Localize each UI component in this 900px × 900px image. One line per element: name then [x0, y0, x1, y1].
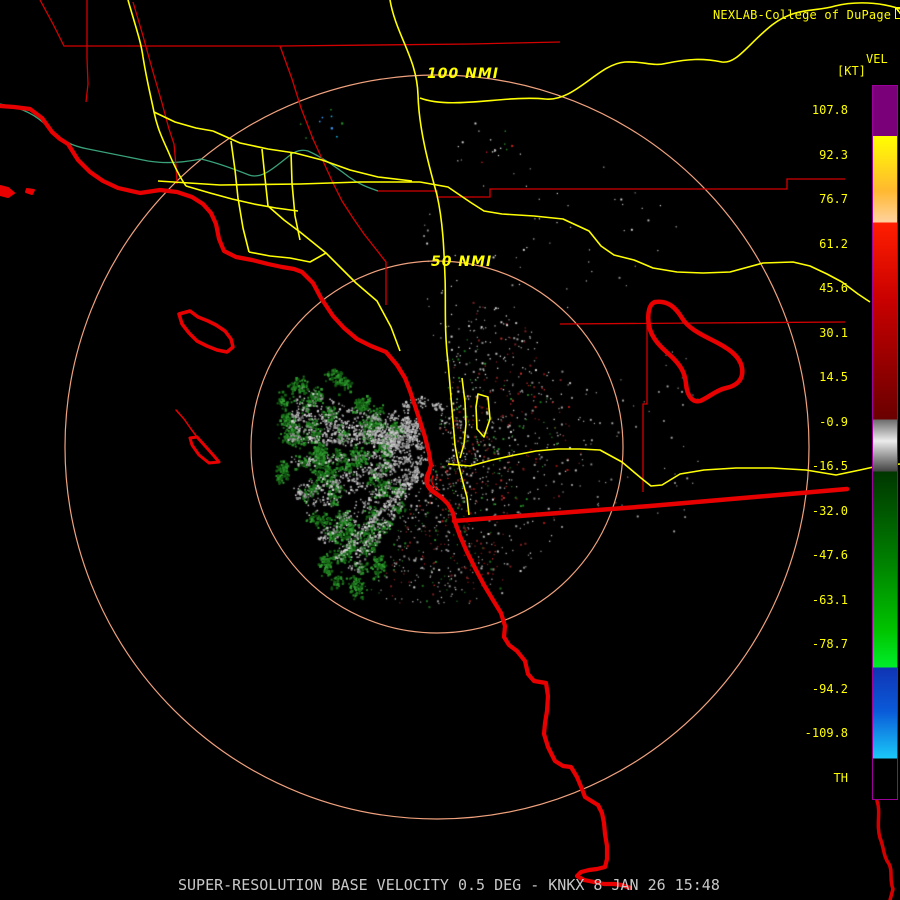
- highway-i15: [389, 0, 470, 516]
- highway-ns-3: [290, 151, 301, 241]
- coastline-borders-red: [0, 103, 895, 900]
- highway-ns-1: [230, 140, 250, 253]
- colorbar-tick-label: -47.6: [811, 548, 848, 562]
- county-line-north: [39, 0, 561, 47]
- county-lines-red: [39, 0, 846, 492]
- san-clemente-island: [188, 435, 221, 465]
- salton-sea-outline: [646, 299, 745, 404]
- highway-connector-nw: [153, 111, 214, 132]
- velocity-colorbar: [872, 85, 898, 800]
- range-ring-label-100nmi: 100 NMI: [427, 66, 499, 82]
- colorbar-units-vel: VEL: [866, 52, 888, 66]
- colorado-river: [875, 799, 895, 900]
- colorbar-tick-label: 30.1: [819, 325, 848, 340]
- county-line-la-east: [279, 45, 387, 305]
- highway-i5-oc: [267, 205, 401, 352]
- highway-foothill: [212, 130, 413, 182]
- range-ring-label-50nmi: 50 NMI: [431, 254, 493, 270]
- colorbar-tick-label: 92.3: [819, 147, 848, 162]
- colorbar-tick-label: -0.9: [819, 414, 848, 429]
- colorbar-tick-label: 14.5: [819, 370, 848, 384]
- colorbar-tick-label: -16.5: [811, 459, 848, 473]
- county-line-ventura: [85, 0, 89, 103]
- colorbar-units-kt: [KT]: [837, 64, 866, 78]
- app-title: NEXLAB-College of DuPage: [713, 7, 900, 22]
- product-caption: SUPER-RESOLUTION BASE VELOCITY 0.5 DEG -…: [178, 876, 720, 894]
- colorbar-tick-label: 61.2: [819, 236, 848, 251]
- highway-oc-link: [248, 251, 327, 263]
- colorbar-tick-label: TH: [833, 770, 848, 785]
- colorbar-tick-label: -109.8: [804, 726, 848, 740]
- highway-i10-east: [419, 181, 871, 303]
- highway-58-east: [419, 2, 900, 104]
- san-clemente-island-tip: [175, 409, 198, 438]
- cod-logo-icon: [895, 7, 900, 19]
- pacific-coastline: [0, 103, 633, 891]
- colorbar-tick-label: 45.6: [819, 281, 848, 295]
- colorbar-tick-label: -78.7: [811, 637, 848, 651]
- range-rings: [64, 74, 810, 820]
- county-line-la-west: [132, 1, 178, 185]
- colorbar-tick-label: 76.7: [819, 192, 848, 206]
- app-title-text: NEXLAB-College of DuPage: [713, 8, 892, 22]
- highway-basin-low: [185, 185, 299, 212]
- highway-basin-ew: [157, 180, 420, 186]
- highway-sd-loop: [475, 393, 491, 438]
- highways-yellow: [127, 0, 900, 516]
- channel-islet-2: [25, 188, 35, 195]
- highway-805: [459, 377, 467, 459]
- county-line-riverside-south: [559, 321, 846, 325]
- catalina-island: [177, 309, 235, 354]
- us-mexico-border: [451, 486, 850, 524]
- colorbar-tick-label: -63.1: [811, 592, 848, 607]
- range-ring-100nmi: [64, 74, 810, 820]
- county-line-imperial: [642, 324, 648, 492]
- colorbar-tick-label: 107.8: [811, 103, 848, 117]
- highway-i8-east: [447, 448, 900, 487]
- channel-islet-1: [0, 185, 15, 198]
- range-ring-50nmi: [250, 260, 624, 634]
- highway-ns-2: [261, 148, 269, 207]
- colorbar-tick-label: -32.0: [811, 503, 848, 518]
- colorbar-tick-label: -94.2: [811, 681, 848, 696]
- san-diego-bay-detail: [424, 468, 450, 508]
